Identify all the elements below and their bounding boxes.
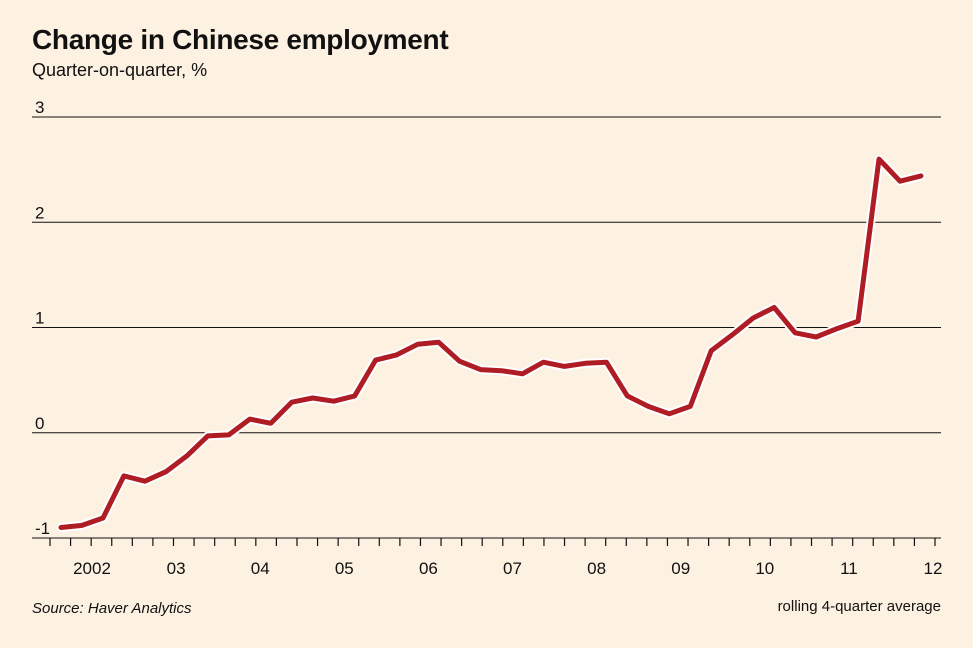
- series-line-halo: [56, 154, 926, 532]
- x-tick-label: 06: [419, 559, 438, 578]
- x-tick-label: 05: [335, 559, 354, 578]
- y-tick-label: 2: [35, 203, 44, 222]
- y-tick-label: 1: [35, 309, 44, 328]
- x-tick-label: 09: [671, 559, 690, 578]
- y-tick-label: -1: [35, 519, 50, 538]
- chart-title: Change in Chinese employment: [32, 24, 449, 55]
- x-tick-label: 04: [251, 559, 270, 578]
- average-note: rolling 4-quarter average: [777, 598, 941, 615]
- series-line: [58, 156, 924, 530]
- x-tick-label: 11: [840, 559, 858, 578]
- x-tick-label: 08: [587, 559, 606, 578]
- source-note: Source: Haver Analytics: [32, 600, 192, 617]
- chart-subtitle: Quarter-on-quarter, %: [32, 60, 208, 80]
- x-tick-label: 2002: [73, 559, 111, 578]
- x-tick-label: 12: [924, 559, 943, 578]
- x-tick-label: 10: [755, 559, 774, 578]
- y-tick-label: 0: [35, 414, 44, 433]
- x-tick-label: 03: [167, 559, 186, 578]
- x-tick-label: 07: [503, 559, 522, 578]
- y-tick-label: 3: [35, 98, 44, 117]
